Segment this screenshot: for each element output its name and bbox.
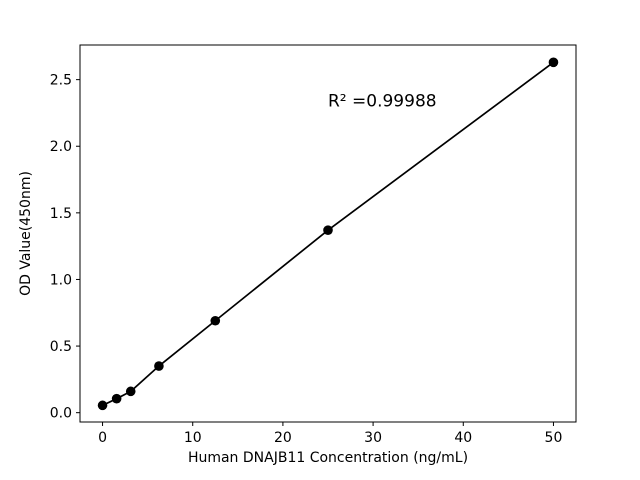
y-tick-label: 2.0 [50,139,72,155]
x-axis-label: Human DNAJB11 Concentration (ng/mL) [188,450,468,466]
data-point [97,400,108,411]
x-tick-label: 20 [274,430,292,446]
data-point [125,386,136,397]
y-axis-ticks: 0.0 0.5 1.0 1.5 2.0 2.5 [50,73,80,422]
r-squared-annotation: R² =0.99988 [328,91,437,111]
x-tick-label: 50 [545,430,563,446]
data-point [111,393,122,404]
data-point [154,361,164,371]
y-tick-label: 1.5 [50,206,72,222]
y-axis-label: OD Value(450nm) [18,171,34,296]
data-point [210,315,221,326]
y-tick-label: 1.0 [50,272,72,288]
y-tick-label: 0.5 [50,339,72,355]
y-tick-label: 2.5 [50,73,72,89]
x-tick-label: 30 [364,430,382,446]
data-point [323,225,333,235]
y-tick-label: 0.0 [50,406,72,422]
plot-area [79,44,577,423]
x-tick-label: 40 [454,430,472,446]
x-axis-ticks: 0 10 20 30 40 50 [98,422,562,446]
x-tick-label: 0 [98,430,107,446]
data-series [97,57,559,411]
data-point [548,57,559,68]
x-tick-label: 10 [184,430,202,446]
